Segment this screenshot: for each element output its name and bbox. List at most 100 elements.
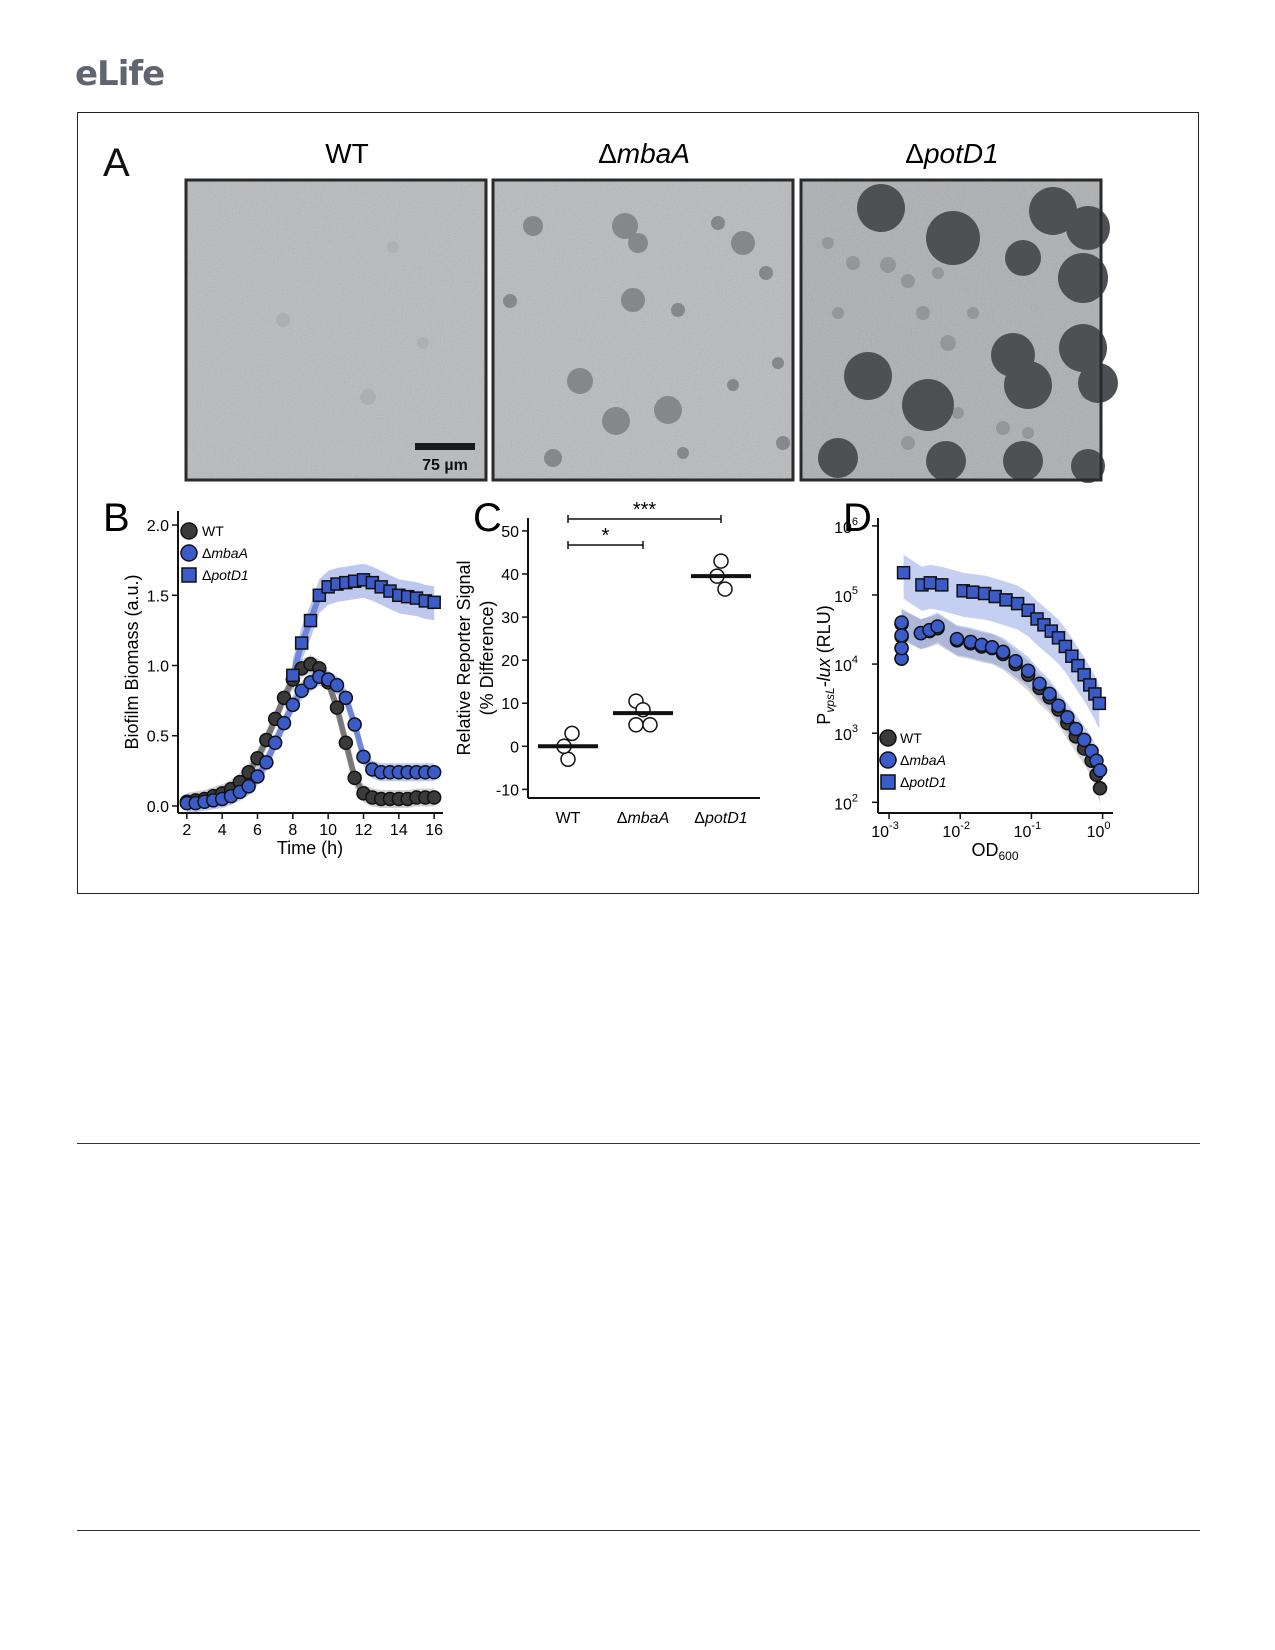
d-point-mbaa: [1008, 653, 1023, 669]
d-point-potd1: [923, 576, 938, 590]
d-y-label: PvpsL-lux (RLU): [814, 605, 837, 724]
d-point-mbaa: [1068, 721, 1084, 737]
d-point-mbaa: [1032, 676, 1047, 691]
c-category-text: WT: [556, 810, 581, 827]
journal-logo: eLife: [75, 54, 165, 94]
d-x-tick-base: 10: [871, 824, 889, 841]
b-legend-mbaa-label: ΔmbaA: [202, 545, 248, 561]
d-point-mbaa: [894, 640, 909, 656]
b-point-mbaa: [294, 683, 309, 699]
b-point-wt: [347, 770, 362, 786]
panel-d-letter: D: [843, 496, 872, 540]
scale-bar-label: 75 µm: [422, 457, 468, 474]
d-legend: WT ΔmbaA ΔpotD1: [879, 729, 947, 790]
b-point-mbaa: [276, 715, 292, 731]
b-point-potd1: [303, 613, 318, 628]
c-sig-label: ***: [633, 499, 657, 521]
d-x-tick-exp: -1: [1031, 820, 1041, 832]
divider-lower: [77, 1530, 1200, 1531]
c-category-label: WT: [556, 810, 581, 827]
c-category-label: ΔpotD1: [694, 810, 747, 827]
c-y-tick-label: 20: [501, 653, 519, 670]
b-y-tick-label: 2.0: [147, 518, 169, 535]
d-point-wt: [1092, 780, 1108, 796]
c-point: [560, 751, 576, 767]
c-category-prefix: Δ: [694, 810, 705, 827]
d-x-tick-label: 10-1: [1014, 820, 1042, 841]
d-x-tick-label: 10-2: [942, 820, 970, 841]
b-point-mbaa: [241, 779, 256, 794]
c-y-label: Relative Reporter Signal: [454, 560, 474, 755]
c-y-tick-label: 50: [501, 524, 519, 541]
c-sig-label: *: [602, 525, 610, 547]
d-point-potd1: [966, 585, 980, 599]
d-y-tick-label: 105: [834, 585, 858, 606]
c-y-tick-label: 40: [501, 567, 519, 584]
d-legend-mbaa-label: ΔmbaA: [900, 752, 946, 768]
d-legend-potd1-marker: [880, 774, 896, 790]
b-point-wt: [329, 700, 345, 715]
d-point-potd1: [934, 578, 949, 592]
b-y-label: Biofilm Biomass (a.u.): [122, 574, 142, 749]
d-x-tick-label: 100: [1087, 820, 1111, 841]
b-legend-wt-label: WT: [202, 523, 224, 539]
c-point: [564, 725, 580, 742]
d-y-tick-base: 10: [834, 589, 852, 606]
d-x-tick-label: 10-3: [871, 820, 899, 841]
d-y-tick-base: 10: [834, 727, 852, 744]
chart-c-reporter-signal: Relative Reporter Signal (% Difference) …: [454, 499, 760, 827]
c-y-tick-label: -10: [496, 782, 519, 799]
b-x-tick-label: 10: [319, 822, 337, 839]
d-y-tick-label: 103: [834, 723, 858, 744]
b-point-mbaa: [285, 697, 301, 713]
d-y-tick-exp: 2: [852, 792, 858, 804]
chart-d-reporter-od: OD600 PvpsL-lux (RLU) 10-3 10-2 10-1 100102…: [814, 516, 1113, 863]
d-x-tick-exp: -2: [960, 820, 970, 832]
b-point-potd1: [427, 595, 441, 610]
b-y-tick-label: 1.0: [147, 659, 169, 676]
d-point-mbaa: [995, 644, 1011, 660]
d-legend-potd1-label: ΔpotD1: [900, 774, 947, 790]
d-x-tick-exp: -3: [889, 820, 899, 832]
c-point: [713, 553, 729, 569]
c-point: [717, 581, 733, 597]
d-x-tick-base: 10: [1087, 824, 1105, 841]
d-x-tick-base: 10: [942, 824, 960, 841]
c-category-prefix: Δ: [617, 810, 628, 827]
b-point-mbaa: [338, 690, 354, 706]
d-point-mbaa: [930, 619, 945, 634]
c-y-tick-label: 10: [501, 696, 519, 713]
b-legend-potd1-label: ΔpotD1: [202, 567, 249, 583]
d-point-mbaa: [949, 631, 965, 647]
figure-canvas: A WT 75 µm ΔmbaA ΔpotD1: [103, 138, 1118, 863]
d-point-mbaa: [894, 615, 909, 630]
panel-c-letter: C: [473, 496, 502, 540]
figure-frame: A WT 75 µm ΔmbaA ΔpotD1: [77, 112, 1199, 894]
d-y-tick-label: 106: [834, 516, 858, 537]
panel-b-letter: B: [103, 496, 130, 540]
b-legend-mbaa-marker: [180, 544, 198, 562]
d-y-tick-exp: 4: [852, 654, 858, 666]
d-y-tick-exp: 5: [852, 585, 858, 597]
d-y-tick-base: 10: [834, 658, 852, 675]
c-y-label-2: (% Difference): [477, 601, 497, 716]
d-point-mbaa: [894, 628, 909, 643]
d-point-mbaa: [1092, 763, 1108, 778]
c-y-tick-label: 30: [501, 610, 519, 627]
d-legend-wt-marker: [879, 729, 897, 747]
c-category-italic: mbaA: [627, 810, 669, 827]
d-y-tick-exp: 6: [852, 516, 858, 528]
c-category-italic: potD1: [704, 810, 748, 827]
d-x-label: OD600: [971, 840, 1018, 863]
scale-bar: [415, 443, 475, 450]
c-point: [642, 717, 658, 733]
b-legend-potd1-marker: [181, 567, 197, 583]
d-band-potd1: [903, 554, 1100, 730]
image-title-mbaa: ΔmbaA: [598, 138, 690, 169]
d-x-tick-exp: 0: [1104, 820, 1110, 832]
b-point-mbaa: [259, 755, 274, 770]
microscopy-image-wt: WT 75 µm: [184, 138, 488, 482]
d-point-potd1: [896, 565, 911, 580]
c-point: [628, 717, 644, 733]
b-point-mbaa: [329, 677, 345, 693]
